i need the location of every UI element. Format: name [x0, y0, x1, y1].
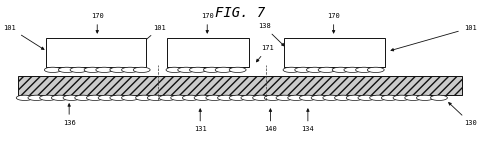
- Circle shape: [63, 95, 80, 100]
- Circle shape: [295, 67, 312, 72]
- Text: 131: 131: [194, 109, 206, 132]
- Bar: [285, 38, 385, 67]
- Circle shape: [367, 67, 384, 72]
- Circle shape: [229, 67, 246, 72]
- Circle shape: [28, 95, 45, 100]
- Circle shape: [96, 67, 113, 72]
- Text: 101: 101: [391, 25, 477, 51]
- Circle shape: [121, 95, 138, 100]
- Circle shape: [133, 67, 150, 72]
- Circle shape: [59, 67, 75, 72]
- Circle shape: [370, 95, 386, 100]
- Circle shape: [382, 95, 398, 100]
- Text: 170: 170: [91, 13, 104, 33]
- Circle shape: [356, 67, 372, 72]
- Text: 136: 136: [63, 104, 75, 126]
- Circle shape: [217, 95, 234, 100]
- Circle shape: [84, 67, 101, 72]
- Circle shape: [40, 95, 57, 100]
- Circle shape: [159, 95, 176, 100]
- Circle shape: [264, 95, 281, 100]
- Circle shape: [182, 95, 199, 100]
- Circle shape: [344, 67, 361, 72]
- Text: 134: 134: [301, 109, 314, 132]
- Circle shape: [335, 95, 351, 100]
- Circle shape: [346, 95, 363, 100]
- Circle shape: [206, 95, 223, 100]
- Circle shape: [405, 95, 421, 100]
- Circle shape: [306, 67, 324, 72]
- Circle shape: [136, 95, 153, 100]
- Circle shape: [171, 95, 188, 100]
- Circle shape: [166, 67, 183, 72]
- Circle shape: [417, 95, 433, 100]
- Text: 140: 140: [264, 109, 277, 132]
- Circle shape: [51, 95, 68, 100]
- Circle shape: [75, 95, 92, 100]
- Text: FIG. 7: FIG. 7: [215, 6, 265, 20]
- Circle shape: [300, 95, 316, 100]
- Circle shape: [252, 95, 269, 100]
- Circle shape: [358, 95, 375, 100]
- Circle shape: [147, 95, 164, 100]
- Circle shape: [86, 95, 103, 100]
- Circle shape: [431, 95, 447, 100]
- Circle shape: [44, 67, 61, 72]
- Circle shape: [110, 67, 127, 72]
- Text: 101: 101: [3, 25, 44, 50]
- Circle shape: [241, 95, 258, 100]
- Text: 130: 130: [449, 103, 477, 126]
- Text: 138: 138: [258, 23, 284, 46]
- Circle shape: [288, 95, 305, 100]
- Circle shape: [332, 67, 349, 72]
- Text: 170: 170: [201, 13, 214, 33]
- Circle shape: [283, 67, 300, 72]
- Circle shape: [110, 95, 127, 100]
- Circle shape: [70, 67, 87, 72]
- Bar: [168, 38, 250, 67]
- Circle shape: [215, 67, 232, 72]
- Text: 170: 170: [327, 13, 340, 33]
- Circle shape: [190, 67, 206, 72]
- Circle shape: [229, 95, 246, 100]
- Text: 101: 101: [135, 25, 166, 49]
- Circle shape: [121, 67, 138, 72]
- Circle shape: [276, 95, 293, 100]
- Circle shape: [98, 95, 115, 100]
- Circle shape: [16, 95, 33, 100]
- Circle shape: [393, 95, 410, 100]
- Bar: [46, 38, 146, 67]
- Bar: [18, 76, 462, 95]
- Circle shape: [204, 67, 220, 72]
- Text: 171: 171: [256, 45, 274, 62]
- Circle shape: [311, 95, 328, 100]
- Circle shape: [194, 95, 211, 100]
- Circle shape: [323, 95, 340, 100]
- Circle shape: [178, 67, 194, 72]
- Circle shape: [318, 67, 335, 72]
